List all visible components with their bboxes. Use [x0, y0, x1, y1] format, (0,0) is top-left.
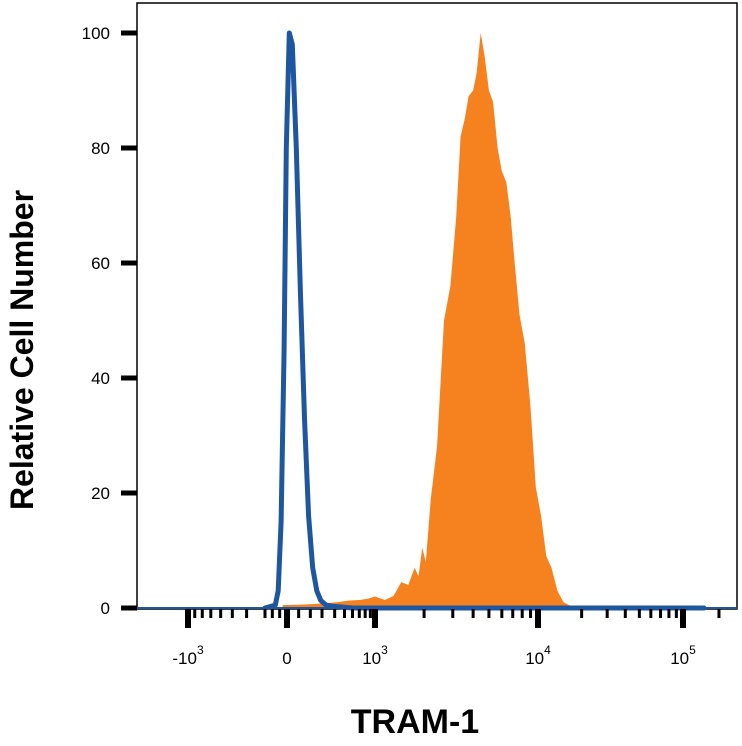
x-tick-label: 0	[282, 649, 291, 668]
series-filled-histogram	[282, 33, 704, 608]
x-tick-label: 103	[362, 643, 388, 668]
y-tick-label: 80	[91, 139, 110, 158]
y-axis: 0 20 40 60 80 100	[82, 24, 137, 618]
x-axis-title: TRAM-1	[351, 703, 479, 741]
x-axis: -103 0 103 104 105	[172, 609, 721, 668]
x-tick-label: 104	[525, 643, 551, 668]
y-tick-label: 40	[91, 369, 110, 388]
y-tick-label: 0	[101, 599, 110, 618]
series-line-histogram	[262, 30, 707, 611]
x-tick-label: -103	[172, 643, 204, 668]
y-tick-label: 60	[91, 254, 110, 273]
x-tick-label: 105	[670, 643, 696, 668]
y-axis-title: Relative Cell Number	[4, 190, 40, 510]
y-tick-label: 20	[91, 484, 110, 503]
y-tick-label: 100	[82, 24, 110, 43]
